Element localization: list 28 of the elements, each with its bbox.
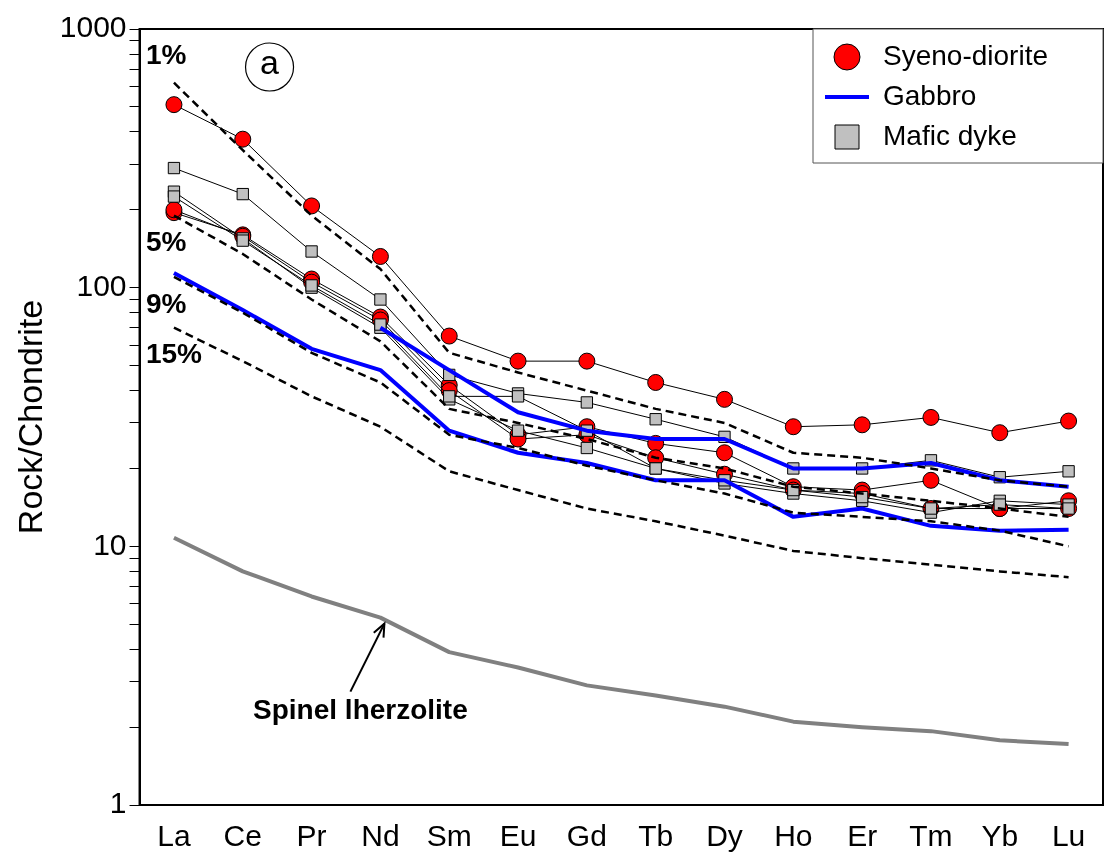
y-tick-label: 100 — [76, 268, 127, 302]
x-tick-label: Lu — [1051, 819, 1086, 853]
x-tick-label: Sm — [426, 819, 472, 853]
legend-label: Gabbro — [883, 79, 977, 111]
x-tick-label: Er — [847, 819, 878, 853]
annotation: 9% — [145, 287, 187, 319]
x-tick-label: Dy — [706, 819, 743, 853]
annotation: 15% — [145, 338, 203, 370]
x-tick-label: Ho — [774, 819, 813, 853]
x-tick-label: Pr — [296, 819, 327, 853]
x-tick-label: La — [157, 819, 191, 853]
x-tick-label: Yb — [981, 819, 1019, 853]
y-tick-label: 1000 — [59, 10, 127, 44]
x-tick-label: Nd — [361, 819, 400, 853]
annotation: 5% — [145, 226, 187, 258]
y-axis-title: Rock/Chondrite — [10, 299, 49, 535]
annotation: a — [260, 43, 280, 82]
legend-label: Mafic dyke — [883, 119, 1017, 151]
y-tick-label: 10 — [93, 527, 127, 561]
annotation: Spinel lherzolite — [253, 694, 468, 726]
x-tick-label: Eu — [499, 819, 537, 853]
x-tick-label: Tm — [909, 819, 953, 853]
x-tick-label: Tb — [638, 819, 674, 853]
x-tick-label: Gd — [566, 819, 607, 853]
legend-label: Syeno-diorite — [883, 39, 1048, 71]
y-tick-label: 1 — [109, 786, 127, 820]
x-tick-label: Ce — [223, 819, 262, 853]
annotation: 1% — [145, 39, 187, 71]
